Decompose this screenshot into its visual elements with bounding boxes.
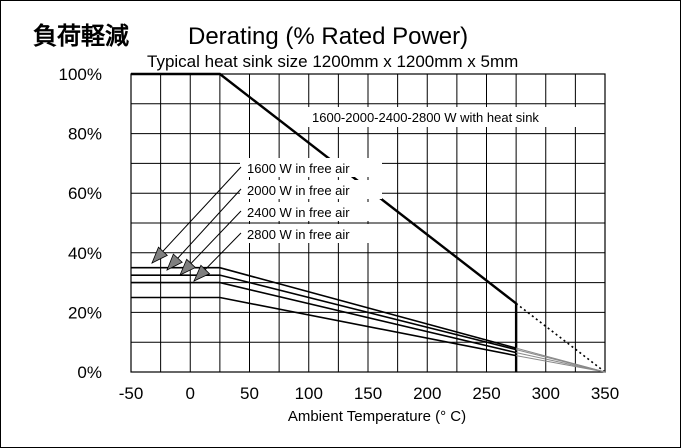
y-tick-label: 60% [68, 184, 102, 203]
annotation-group: 1600-2000-2400-2800 W with heat sink 1600… [151, 107, 590, 282]
x-tick-label: 100 [295, 384, 323, 403]
x-tick-label: 0 [186, 384, 195, 403]
x-tick-label: -50 [119, 384, 144, 403]
tick-labels: 0% 20% 40% 60% 80% 100% -50 0 50 100 150 200 250 300 3… [59, 65, 620, 403]
free-air-label-bg-1 [240, 158, 382, 177]
series-extrapolation-1 [515, 302, 606, 373]
x-tick-label: 150 [354, 384, 382, 403]
arrowhead-4 [193, 264, 211, 282]
series-line-5 [131, 296, 517, 372]
x-tick-label: 300 [532, 384, 560, 403]
leader-line-2 [166, 188, 242, 271]
chart-title: Derating (% Rated Power) [188, 23, 468, 50]
y-tick-label: 80% [68, 125, 102, 144]
free-air-label-4: 2800 W in free air [247, 227, 350, 242]
heatsink-label-bg [302, 107, 590, 127]
free-air-label-bg-3 [240, 202, 382, 221]
x-axis-label: Ambient Temperature (° C) [288, 408, 466, 425]
x-tick-label: 350 [591, 384, 619, 403]
y-tick-label: 0% [77, 363, 102, 382]
plot-border [130, 73, 606, 373]
series-extrapolation-5 [516, 355, 606, 373]
chart-subtitle: Typical heat sink size 1200mm x 1200mm x… [147, 52, 518, 71]
y-tick-label: 40% [68, 244, 102, 263]
x-tick-label: 200 [413, 384, 441, 403]
arrowhead-2 [166, 253, 183, 271]
leader-line-1 [151, 166, 242, 264]
x-tick-label: 250 [472, 384, 500, 403]
free-air-label-bg-4 [240, 224, 382, 243]
y-tick-label: 20% [68, 303, 102, 322]
free-air-label-bg-2 [240, 180, 382, 199]
arrowhead-1 [151, 246, 168, 264]
chart-title-cn: 負荷軽減 [33, 22, 129, 50]
arrowhead-3 [179, 258, 197, 276]
heatsink-label: 1600-2000-2400-2800 W with heat sink [312, 110, 539, 125]
x-tick-label: 50 [240, 384, 259, 403]
free-air-label-3: 2400 W in free air [247, 205, 350, 220]
free-air-label-1: 1600 W in free air [247, 161, 350, 176]
y-tick-label: 100% [59, 65, 102, 84]
free-air-label-2: 2000 W in free air [247, 183, 350, 198]
series-line-3 [131, 274, 517, 372]
